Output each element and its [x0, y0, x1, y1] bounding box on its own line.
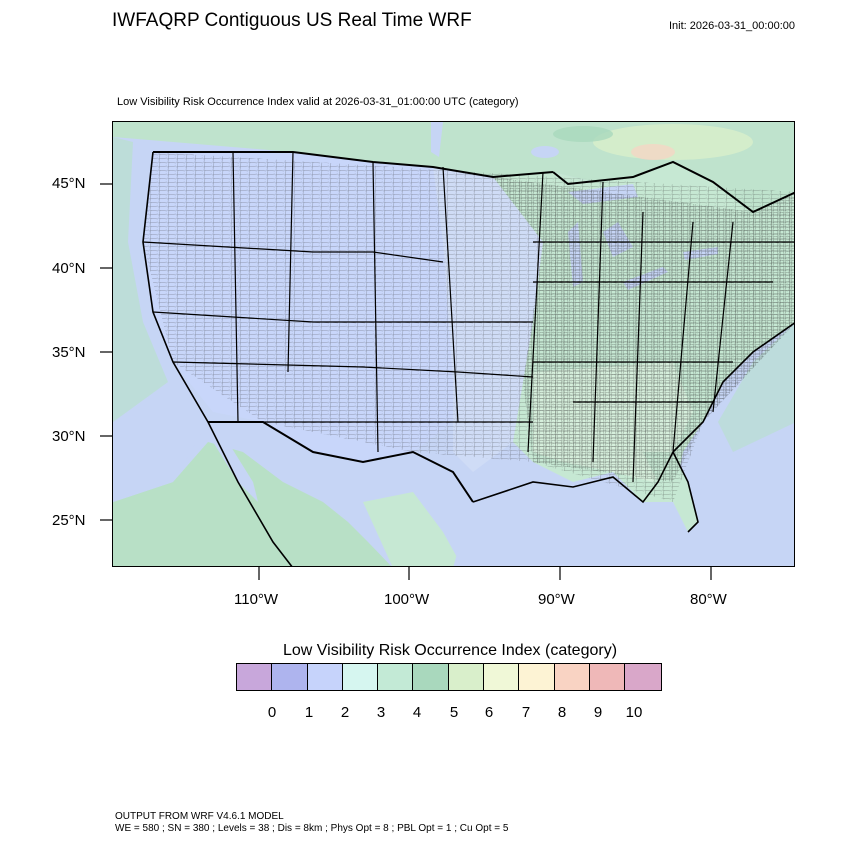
footer-model-line: OUTPUT FROM WRF V4.6.1 MODEL — [115, 811, 284, 822]
legend-swatch-3 — [342, 664, 379, 690]
map-canvas — [113, 122, 794, 566]
legend-swatch-5 — [413, 664, 449, 690]
legend-label-2: 2 — [340, 704, 350, 721]
county-lines-east — [493, 177, 794, 482]
main-title: IWFAQRP Contiguous US Real Time WRF — [112, 10, 472, 31]
lat-label-25: 25°N — [52, 512, 86, 529]
gulf-of-mexico — [453, 477, 653, 566]
legend-label-7: 7 — [521, 704, 531, 721]
map-panel[interactable] — [112, 121, 795, 567]
footer-config-line: WE = 580 ; SN = 380 ; Levels = 38 ; Dis … — [115, 823, 509, 834]
lon-label-80w: 80°W — [690, 591, 727, 608]
legend-swatch-1 — [272, 664, 308, 690]
axis-ticks — [100, 183, 712, 580]
legend-swatch-7 — [484, 664, 520, 690]
lat-label-30: 30°N — [52, 428, 86, 445]
legend-swatch-9 — [554, 664, 590, 690]
pacific-ocean — [113, 137, 208, 502]
legend-swatch-6 — [448, 664, 485, 690]
legend-swatch-10 — [589, 664, 626, 690]
legend-swatch-4 — [378, 664, 414, 690]
lat-label-45: 45°N — [52, 175, 86, 192]
legend-swatch-2 — [307, 664, 343, 690]
lon-label-110w: 110°W — [234, 591, 279, 608]
legend-label-5: 5 — [449, 704, 459, 721]
legend-title: Low Visibility Risk Occurrence Index (ca… — [282, 642, 618, 659]
legend-label-0: 0 — [267, 704, 277, 721]
legend-label-10: 10 — [625, 704, 643, 721]
gulf-of-california — [208, 422, 258, 502]
legend-label-9: 9 — [593, 704, 603, 721]
mexico-west-land — [113, 442, 392, 566]
legend-label-3: 3 — [376, 704, 386, 721]
lon-label-100w: 100°W — [384, 591, 430, 608]
legend-swatch-0 — [237, 664, 273, 690]
legend-swatch-8 — [519, 664, 555, 690]
lat-label-40: 40°N — [52, 260, 86, 277]
state-borders — [142, 151, 794, 483]
legend-label-8: 8 — [557, 704, 567, 721]
legend-label-1: 1 — [304, 704, 314, 721]
legend-swatch-11 — [625, 664, 661, 690]
map-subtitle: Low Visibility Risk Occurrence Index val… — [117, 96, 519, 108]
country-borders — [153, 151, 794, 503]
coastlines — [142, 151, 794, 566]
legend-label-6: 6 — [484, 704, 494, 721]
lon-label-90w: 90°W — [538, 591, 575, 608]
legend-label-4: 4 — [412, 704, 422, 721]
lat-label-35: 35°N — [52, 344, 86, 361]
legend-colorbar — [236, 663, 662, 691]
lake-of-woods — [531, 146, 559, 158]
init-time-label: Init: 2026-03-31_00:00:00 — [669, 20, 795, 32]
